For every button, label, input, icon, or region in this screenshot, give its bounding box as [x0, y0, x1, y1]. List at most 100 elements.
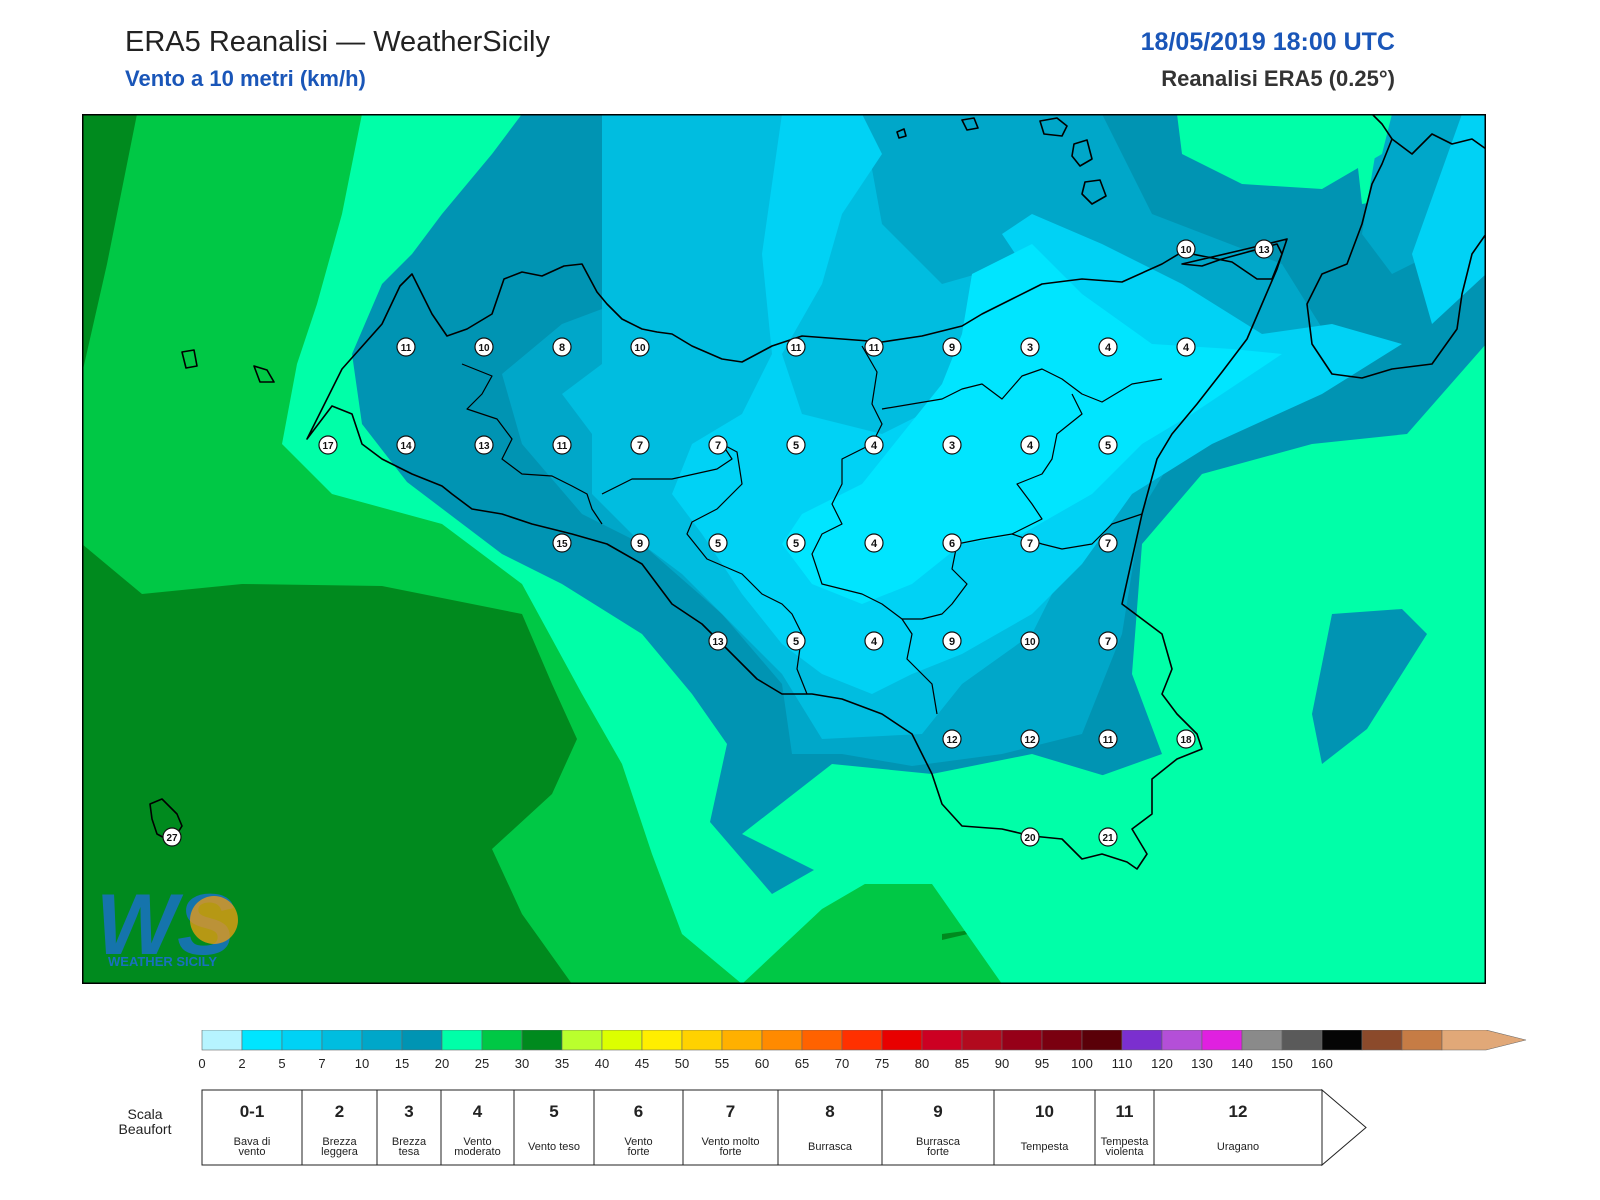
- beaufort-name: vento: [239, 1146, 266, 1158]
- wind-station-marker: [1020, 631, 1040, 651]
- wind-station-value: 20: [1024, 833, 1036, 844]
- wind-station-marker: [942, 337, 962, 357]
- colorbar-segment: [1201, 1030, 1243, 1051]
- colorbar-tick-label: 130: [1191, 1056, 1213, 1071]
- colorbar-tick-label: 5: [278, 1056, 285, 1071]
- map-frame: [82, 114, 1486, 984]
- colorbar-tick-label: 25: [475, 1056, 489, 1071]
- wind-station-marker: [708, 631, 728, 651]
- beaufort-cell-box: [513, 1089, 595, 1166]
- wind-station-value: 13: [478, 441, 490, 452]
- beaufort-name: Vento teso: [528, 1141, 580, 1153]
- map-subtitle: Vento a 10 metri (km/h): [125, 66, 366, 91]
- wind-station: 6: [942, 533, 962, 553]
- beaufort-number: 9: [933, 1102, 942, 1121]
- colorbar-segment: [321, 1030, 363, 1051]
- colorbar-tick-label: 140: [1231, 1056, 1253, 1071]
- wind-map: 11 10 8 10 11 11 9 3 4 4 10 13 17 14 13 11 7 7 5 4 3 4 5 15 9 5 5 4…: [82, 114, 1486, 984]
- colorbar-tick-label: 10: [355, 1056, 369, 1071]
- colorbar-segment: [481, 1030, 523, 1051]
- beaufort-name: Burrasca: [916, 1136, 961, 1148]
- wind-station: 9: [630, 533, 650, 553]
- colorbar-segment: [601, 1030, 643, 1051]
- wind-station: 4: [1020, 435, 1040, 455]
- beaufort-number: 0-1: [240, 1102, 265, 1121]
- colorbar-segment: [561, 1030, 603, 1051]
- colorbar-segment: [1321, 1030, 1363, 1051]
- wind-station-marker: [1098, 435, 1118, 455]
- beaufort-name: Tempesta: [1021, 1141, 1070, 1153]
- wind-station-value: 8: [559, 342, 565, 354]
- wind-station-value: 4: [871, 538, 878, 550]
- colorbar-segment: [401, 1030, 443, 1051]
- beaufort-name: Vento: [463, 1136, 491, 1148]
- wind-station-marker: [474, 435, 494, 455]
- colorbar-segment: [1081, 1030, 1123, 1051]
- strong-wind-zone-west: [82, 114, 137, 374]
- colorbar-segment: [681, 1030, 723, 1051]
- wind-station-value: 10: [1180, 245, 1192, 256]
- wind-station-marker: [942, 533, 962, 553]
- beaufort-cell: 8 Burrasca: [777, 1089, 883, 1166]
- wind-station-value: 5: [793, 538, 799, 550]
- wind-station-marker: [786, 533, 806, 553]
- beaufort-number: 7: [726, 1102, 735, 1121]
- wind-station-marker: [786, 631, 806, 651]
- wind-station-value: 15: [556, 539, 568, 550]
- calabria-coastline-north: [1391, 133, 1486, 155]
- wind-station: 5: [1098, 435, 1118, 455]
- colorbar-tick-label: 70: [835, 1056, 849, 1071]
- wind-station: 4: [864, 533, 884, 553]
- wind-station: 3: [942, 435, 962, 455]
- colorbar-tick-label: 7: [318, 1056, 325, 1071]
- colorbar-tick-label: 15: [395, 1056, 409, 1071]
- wind-station-marker: [864, 435, 884, 455]
- light-wind-patch-east: [1312, 609, 1427, 764]
- wind-station-marker: [786, 337, 806, 357]
- colorbar-tick-label: 65: [795, 1056, 809, 1071]
- wind-station: 4: [1176, 337, 1196, 357]
- wind-station-value: 14: [400, 441, 412, 452]
- beaufort-name: Brezza: [392, 1136, 427, 1148]
- wind-station-value: 3: [949, 440, 955, 452]
- wind-station-value: 11: [401, 343, 412, 354]
- wind-station: 27: [162, 827, 182, 847]
- colorbar-segment: [1281, 1030, 1323, 1051]
- colorbar-tick-label: 120: [1151, 1056, 1173, 1071]
- wind-station: 11: [396, 337, 416, 357]
- wind-station-value: 5: [715, 538, 721, 550]
- wind-station-value: 7: [1027, 538, 1033, 550]
- colorbar-segment: [1241, 1030, 1283, 1051]
- beaufort-number: 10: [1035, 1102, 1054, 1121]
- beaufort-cell-box: [201, 1089, 303, 1166]
- calabria-coastline: [1306, 114, 1486, 379]
- province-border: [1011, 393, 1083, 535]
- wind-station-value: 11: [1103, 735, 1114, 746]
- wind-station: 20: [1020, 827, 1040, 847]
- wind-station-marker: [1098, 533, 1118, 553]
- wind-station-marker: [942, 435, 962, 455]
- wind-station-marker: [1098, 729, 1118, 749]
- beaufort-cell-box: [881, 1089, 995, 1166]
- egadi-island-2: [253, 365, 275, 383]
- colorbar-segment: [921, 1030, 963, 1051]
- wind-station-value: 7: [637, 440, 643, 452]
- colorbar-segment: [1001, 1030, 1043, 1051]
- colorbar-segment: [1361, 1030, 1403, 1051]
- aeolian-island-2: [961, 117, 979, 131]
- beaufort-number: 8: [825, 1102, 834, 1121]
- colorbar-segment: [1121, 1030, 1163, 1051]
- wind-station: 18: [1176, 729, 1196, 749]
- province-border: [881, 368, 1163, 410]
- wind-station: 9: [942, 631, 962, 651]
- aeolian-island-3: [1039, 117, 1068, 137]
- aeolian-island-4: [1071, 139, 1093, 167]
- legend: 0 2 5 7 10 15 20 25 30 35 40 45 50 55 60 65 70 75 80 85 90 95…: [198, 1030, 1527, 1167]
- wind-station-value: 9: [949, 342, 955, 354]
- province-border: [601, 443, 808, 695]
